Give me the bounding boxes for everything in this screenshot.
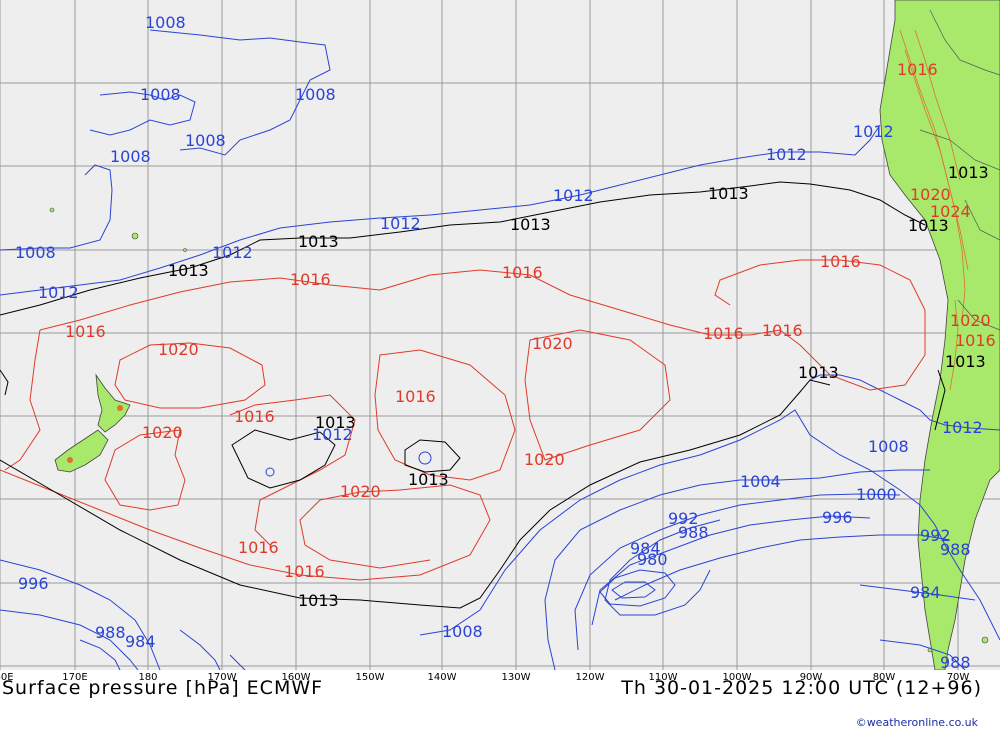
isobar-label: 1012	[553, 186, 594, 205]
isobar-label: 1020	[158, 340, 199, 359]
isobar-label: 980	[637, 550, 668, 569]
longitude-label: 100W	[722, 672, 752, 683]
isobar-label: 1012	[853, 122, 894, 141]
isobar-label: 988	[95, 623, 126, 642]
andes-relief	[899, 29, 969, 391]
isobar-label: 1013	[948, 163, 989, 182]
isobar-label: 1020	[532, 334, 573, 353]
isobar-label: 1016	[897, 60, 938, 79]
credit-link[interactable]: ©weatheronline.co.uk	[855, 716, 978, 729]
isobar-label: 1020	[950, 311, 991, 330]
isobar-label: 996	[18, 574, 49, 593]
pacific-islands	[49, 207, 989, 653]
standard-isobars	[0, 181, 946, 609]
isobar-label: 1008	[110, 147, 151, 166]
new-zealand-north-island	[95, 373, 131, 433]
isobar-label: 1013	[168, 261, 209, 280]
isobar-label: 1020	[340, 482, 381, 501]
isobar-label: 1016	[238, 538, 279, 557]
isobar-label: 984	[125, 632, 156, 651]
isobar-label: 1004	[740, 472, 781, 491]
high-pressure-isobars	[0, 259, 926, 581]
isobar-label: 1016	[820, 252, 861, 271]
isobar-label: 1020	[910, 185, 951, 204]
longitude-label: 140W	[427, 672, 457, 683]
isobar-label: 984	[910, 583, 941, 602]
isobar-label: 1000	[856, 485, 897, 504]
longitude-label: 160W	[281, 672, 311, 683]
low-center-ring	[265, 467, 275, 477]
low-isobar-labels: 1008 1008 1008 1008 1008 1008 1012 1012 …	[15, 13, 983, 670]
isobar-label: 1012	[380, 214, 421, 233]
isobar-label: 1016	[703, 324, 744, 343]
longitude-label: 60E	[0, 672, 14, 683]
isobar-label: 1016	[395, 387, 436, 406]
longitude-label: 70W	[946, 672, 970, 683]
isobar-label: 1012	[312, 425, 353, 444]
isobar-label: 1013	[945, 352, 986, 371]
isobar-label: 996	[822, 508, 853, 527]
isobar-label: 992	[668, 509, 699, 528]
isobar-label: 1013	[298, 591, 339, 610]
high-isobar-labels: 1016 1016 1016 1016 1016 1016 1016 1016 …	[65, 60, 996, 581]
isobar-label: 1020	[524, 450, 565, 469]
pressure-map: 1008 1008 1008 1008 1008 1008 1012 1012 …	[0, 0, 1000, 670]
low-center-ring	[418, 451, 432, 465]
longitude-label: 80W	[872, 672, 896, 683]
isobar-label: 1008	[185, 131, 226, 150]
ocean-background	[0, 0, 1000, 670]
country-borders	[919, 9, 1000, 331]
isobar-label: 992	[920, 526, 951, 545]
longitude-label: 170E	[62, 672, 88, 683]
isobar-label: 1016	[762, 321, 803, 340]
longitude-label: 110W	[648, 672, 678, 683]
isobar-label: 988	[678, 523, 709, 542]
isobar-label: 988	[940, 653, 971, 670]
isobar-label: 1012	[38, 283, 79, 302]
longitude-label: 170W	[207, 672, 237, 683]
isobar-label: 1016	[234, 407, 275, 426]
isobar-label: 1008	[442, 622, 483, 641]
isobar-label: 1008	[15, 243, 56, 262]
valid-time: Th 30-01-2025 12:00 UTC (12+96)	[621, 677, 982, 699]
longitude-label: 150W	[355, 672, 385, 683]
longitude-label: 90W	[799, 672, 823, 683]
isobar-label: 1013	[798, 363, 839, 382]
isobar-label: 1008	[868, 437, 909, 456]
isobar-label: 1012	[766, 145, 807, 164]
isobar-label: 1008	[145, 13, 186, 32]
new-zealand-relief	[117, 405, 123, 411]
isobar-label: 1016	[290, 270, 331, 289]
low-pressure-isobars	[0, 29, 1000, 670]
isobar-label: 1013	[315, 413, 356, 432]
new-zealand-relief-south	[67, 457, 73, 463]
isobar-label: 1012	[942, 418, 983, 437]
isobar-label: 1013	[510, 215, 551, 234]
isobar-label: 1016	[65, 322, 106, 341]
longitude-label: 120W	[575, 672, 605, 683]
isobar-label: 1016	[502, 263, 543, 282]
isobar-label: 984	[630, 539, 661, 558]
longitude-label: 180	[138, 672, 158, 683]
isobar-label: 988	[940, 540, 971, 559]
map-footer	[0, 670, 1000, 733]
isobar-label: 1013	[708, 184, 749, 203]
isobar-label: 1013	[298, 232, 339, 251]
isobar-label: 1013	[908, 216, 949, 235]
isobar-label: 1013	[408, 470, 449, 489]
isobar-label: 1008	[140, 85, 181, 104]
isobar-label: 1008	[295, 85, 336, 104]
isobar-label: 1016	[284, 562, 325, 581]
isobar-label: 1024	[930, 202, 971, 221]
isobar-label: 1020	[142, 423, 183, 442]
longitude-label: 130W	[501, 672, 531, 683]
map-title: Surface pressure [hPa] ECMWF	[2, 677, 324, 699]
isobar-label: 1016	[955, 331, 996, 350]
standard-isobar-labels: 1013 1013 1013 1013 1013 1013 1013 1013 …	[168, 163, 989, 610]
south-america-land	[879, 0, 1000, 670]
isobar-label: 1012	[212, 243, 253, 262]
